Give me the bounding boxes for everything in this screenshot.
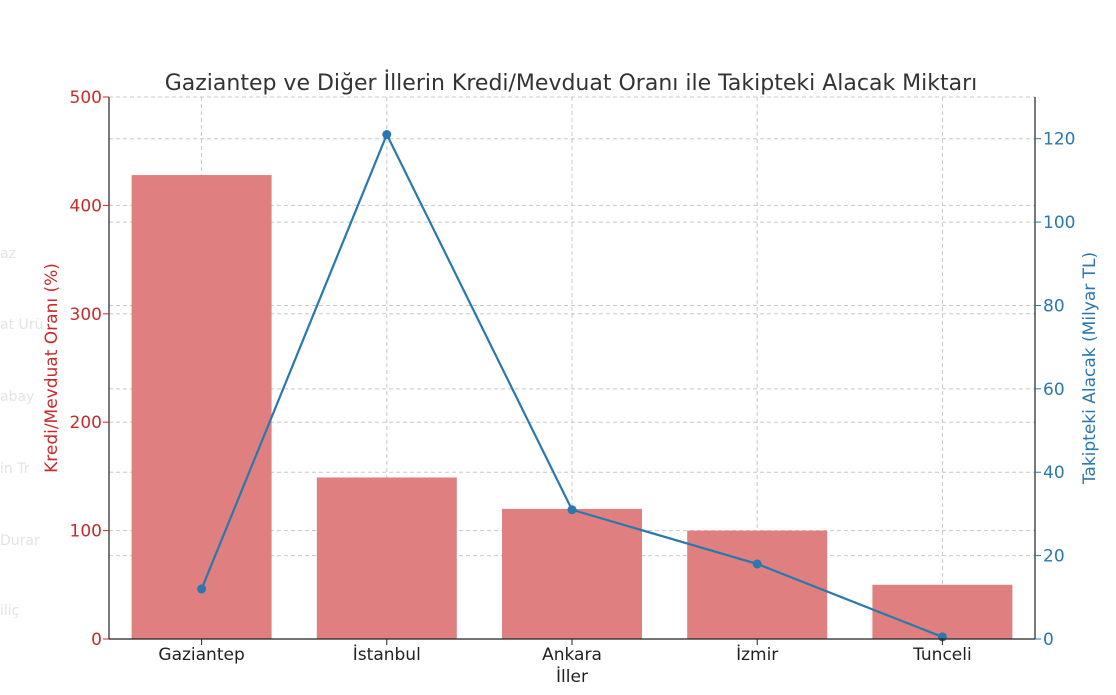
right-tick-label: 20	[1043, 547, 1065, 567]
right-tick-label: 0	[1043, 630, 1054, 650]
right-tick-label: 120	[1043, 130, 1075, 150]
bars	[131, 175, 1013, 639]
left-tick-label: 200	[70, 413, 102, 433]
line-point-4	[752, 559, 762, 569]
line-point-1	[197, 584, 207, 594]
left-tick-label: 400	[70, 196, 102, 216]
y-axis-label-right: Takipteki Alacak (Milyar TL)	[1080, 252, 1100, 485]
background-fragment-abay: abay	[0, 389, 35, 405]
right-tick-label: 80	[1043, 296, 1065, 316]
bar-1	[131, 175, 272, 639]
bar-4	[687, 530, 828, 639]
background-fragment-ur: at Urü	[0, 317, 44, 333]
x-tick-label: İzmir	[736, 644, 778, 665]
y-axis-label-left: Kredi/Mevduat Oranı (%)	[42, 263, 62, 473]
chart-title: Gaziantep ve Diğer İllerin Kredi/Mevduat…	[165, 70, 978, 96]
x-tick-label: Gaziantep	[158, 645, 244, 665]
bar-5	[872, 584, 1013, 639]
background-fragment-lic: iliç	[0, 603, 20, 619]
x-tick-label: Tunceli	[912, 645, 972, 665]
x-tick-labels: Gaziantep İstanbul Ankara İzmir Tunceli	[158, 639, 972, 665]
left-tick-label: 100	[70, 522, 102, 542]
left-tick-labels: 0 100 200 300 400 500	[70, 88, 109, 650]
background-fragment-durak: Durar	[0, 533, 40, 549]
x-tick-label: İstanbul	[353, 644, 421, 665]
right-tick-labels: 0 20 40 60 80 100 120	[1035, 130, 1075, 650]
line-point-3	[567, 505, 577, 515]
bar-2	[316, 477, 457, 639]
x-axis-label: İller	[556, 666, 588, 687]
bar-3	[502, 508, 642, 639]
x-tick-label: Ankara	[542, 645, 602, 665]
left-tick-label: 500	[70, 88, 102, 108]
line-point-2	[382, 130, 392, 140]
background-fragment-az: az	[0, 246, 16, 262]
right-tick-label: 40	[1043, 463, 1065, 483]
background-fragment-tr: in Tr	[0, 461, 30, 477]
left-tick-label: 300	[70, 305, 102, 325]
right-tick-label: 100	[1043, 213, 1075, 233]
left-tick-label: 0	[91, 630, 102, 650]
right-tick-label: 60	[1043, 380, 1065, 400]
